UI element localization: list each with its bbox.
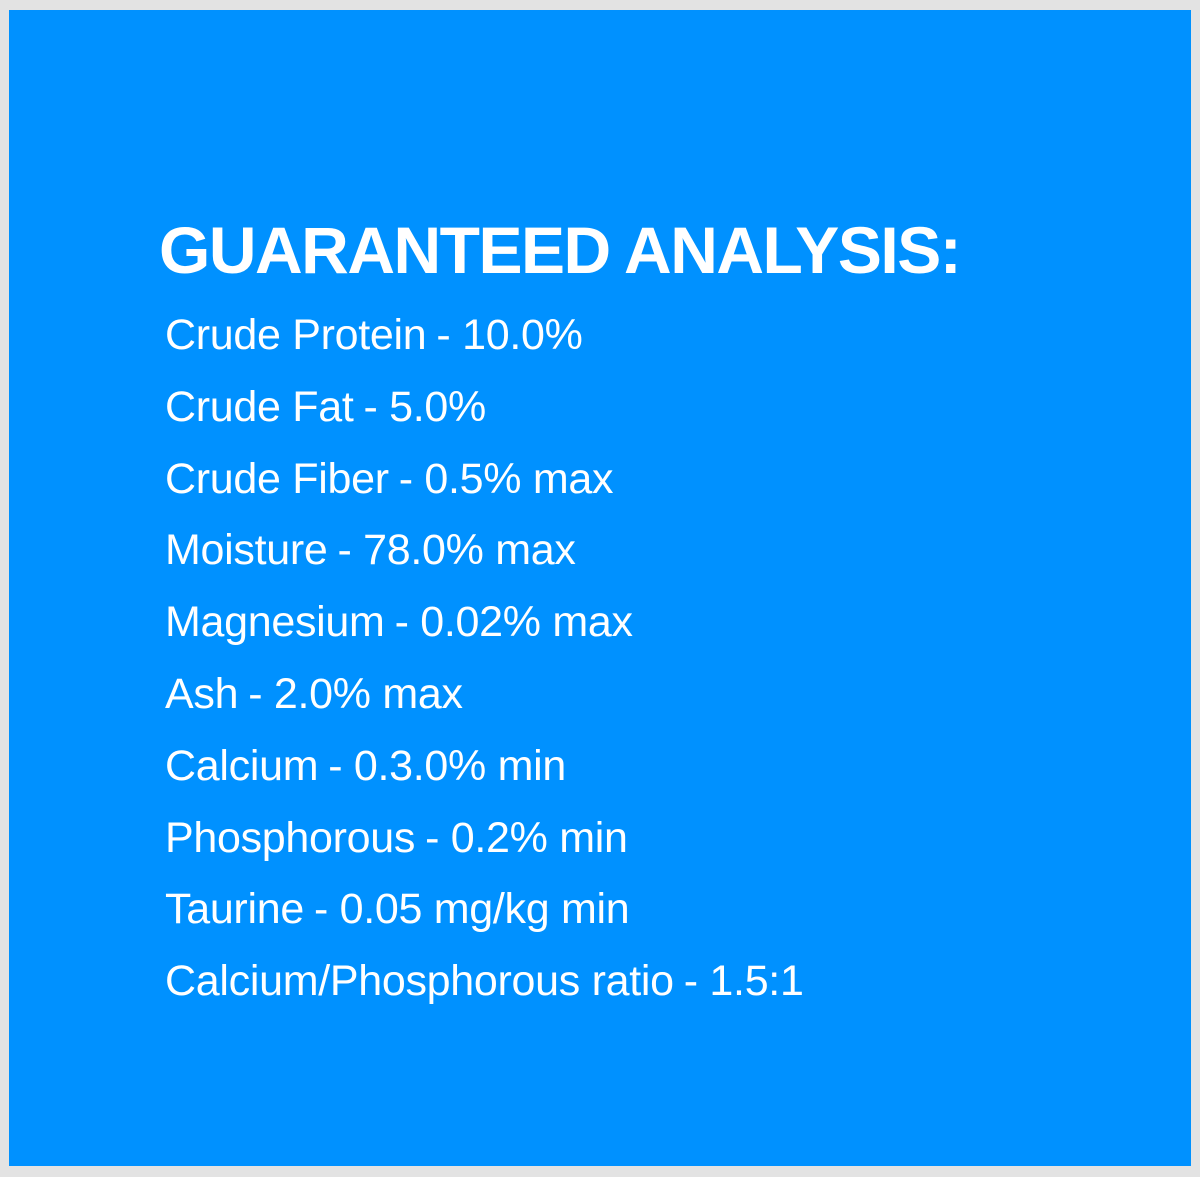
list-item: Crude Fiber - 0.5% max [165, 444, 804, 516]
list-item: Ash - 2.0% max [165, 659, 804, 731]
item-value: - 78.0% max [337, 526, 576, 575]
item-value: - 1.5:1 [683, 957, 804, 1006]
item-value: - 0.05 mg/kg min [313, 885, 630, 934]
item-label: Calcium [165, 741, 319, 790]
item-value: - 0.3.0% min [328, 741, 566, 790]
item-value: - 5.0% [363, 382, 487, 431]
list-item: Magnesium - 0.02% max [165, 587, 804, 659]
page-title: GUARANTEED ANALYSIS: [159, 213, 962, 287]
item-value: - 2.0% max [248, 669, 463, 718]
list-item: Calcium/Phosphorous ratio - 1.5:1 [165, 946, 804, 1018]
item-label: Ash [165, 669, 239, 718]
item-label: Magnesium [165, 598, 385, 647]
item-label: Phosphorous [165, 813, 416, 862]
list-item: Phosphorous - 0.2% min [165, 803, 804, 875]
list-item: Crude Protein - 10.0% [165, 300, 804, 372]
item-value: - 10.0% [436, 311, 583, 359]
item-label: Taurine [165, 885, 304, 934]
item-value: - 0.02% max [394, 598, 633, 647]
item-label: Calcium/Phosphorous ratio [165, 957, 674, 1006]
analysis-list: Crude Protein - 10.0% Crude Fat - 5.0% Cru… [165, 300, 804, 1018]
item-label: Crude Protein [165, 311, 427, 359]
item-value: - 0.2% min [425, 813, 628, 862]
list-item: Moisture - 78.0% max [165, 515, 804, 587]
item-label: Moisture [165, 526, 328, 575]
item-value: - 0.5% max [398, 454, 614, 503]
list-item: Taurine - 0.05 mg/kg min [165, 874, 804, 946]
analysis-panel: GUARANTEED ANALYSIS: Crude Protein - 10.0… [9, 10, 1191, 1166]
list-item: Calcium - 0.3.0% min [165, 731, 804, 803]
list-item: Crude Fat - 5.0% [165, 372, 804, 444]
item-label: Crude Fat [165, 382, 354, 431]
item-label: Crude Fiber [165, 454, 389, 503]
